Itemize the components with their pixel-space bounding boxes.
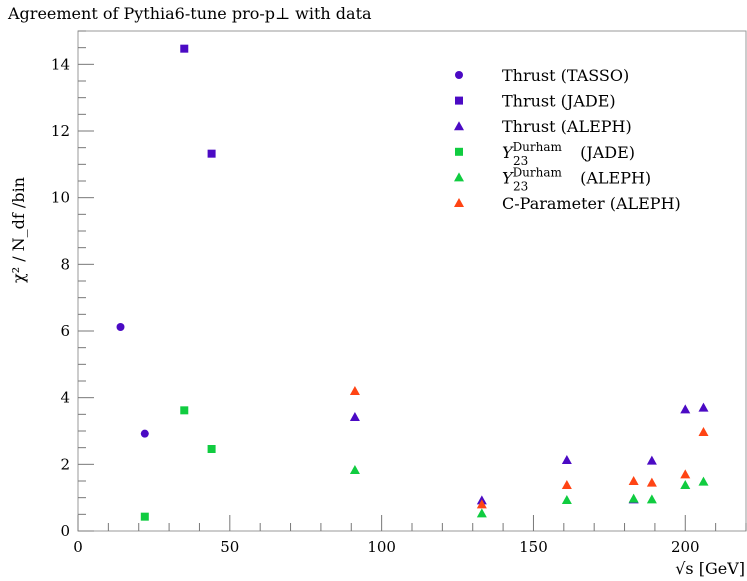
data-point — [680, 480, 691, 489]
data-point — [180, 44, 189, 53]
data-point — [680, 469, 691, 479]
legend-marker — [454, 121, 464, 131]
data-point — [680, 404, 691, 414]
data-point — [116, 323, 125, 331]
x-axis-label: √s [GeV] — [675, 559, 745, 578]
data-point — [349, 386, 360, 395]
data-point — [349, 412, 360, 421]
data-point — [349, 465, 360, 474]
data-point — [628, 476, 639, 485]
data-point — [207, 149, 216, 158]
legend-marker — [454, 172, 464, 182]
y-tick-label: 0 — [60, 522, 70, 540]
data-point — [646, 455, 657, 465]
data-point — [646, 494, 657, 504]
legend-label: YDurham 23 (JADE) — [502, 140, 635, 168]
data-point — [561, 455, 572, 464]
y-axis-label: χ² / N_df /bin — [9, 177, 28, 283]
y-tick-label: 6 — [60, 322, 70, 340]
legend-marker — [455, 71, 463, 79]
y-tick-label: 10 — [51, 189, 70, 207]
data-point — [207, 445, 216, 453]
data-point — [561, 495, 572, 504]
y-tick-label: 12 — [51, 122, 70, 140]
y-tick-label: 14 — [51, 55, 70, 73]
plot-frame — [77, 30, 747, 532]
y-tick-label: 2 — [60, 455, 70, 473]
data-point — [698, 402, 709, 412]
x-tick-label: 150 — [519, 538, 548, 556]
x-tick-label: 100 — [367, 538, 396, 556]
data-point — [476, 508, 487, 518]
legend-label: C-Parameter (ALEPH) — [502, 194, 681, 213]
data-point — [698, 476, 709, 486]
x-tick-label: 0 — [73, 538, 83, 556]
data-point — [140, 512, 149, 521]
x-tick-label: 200 — [671, 538, 700, 556]
data-point — [698, 427, 709, 436]
data-point — [476, 499, 487, 509]
data-point — [180, 406, 189, 415]
chart-title: Agreement of Pythia6-tune pro-p⊥ with da… — [7, 4, 372, 23]
y-tick-label: 4 — [60, 389, 70, 407]
data-point — [646, 477, 657, 487]
legend-marker — [455, 147, 463, 156]
legend-label: YDurham 23 (ALEPH) — [502, 165, 651, 193]
legend-marker — [455, 96, 463, 105]
legend-marker — [454, 198, 464, 207]
y-tick-label: 8 — [60, 255, 70, 273]
x-tick-label: 50 — [220, 538, 239, 556]
legend-label: Thrust (TASSO) — [502, 66, 629, 85]
data-point — [628, 493, 639, 503]
legend-label: Thrust (ALEPH) — [502, 117, 632, 136]
data-point — [140, 429, 149, 438]
legend-label: Thrust (JADE) — [502, 92, 616, 111]
data-point — [561, 480, 572, 489]
